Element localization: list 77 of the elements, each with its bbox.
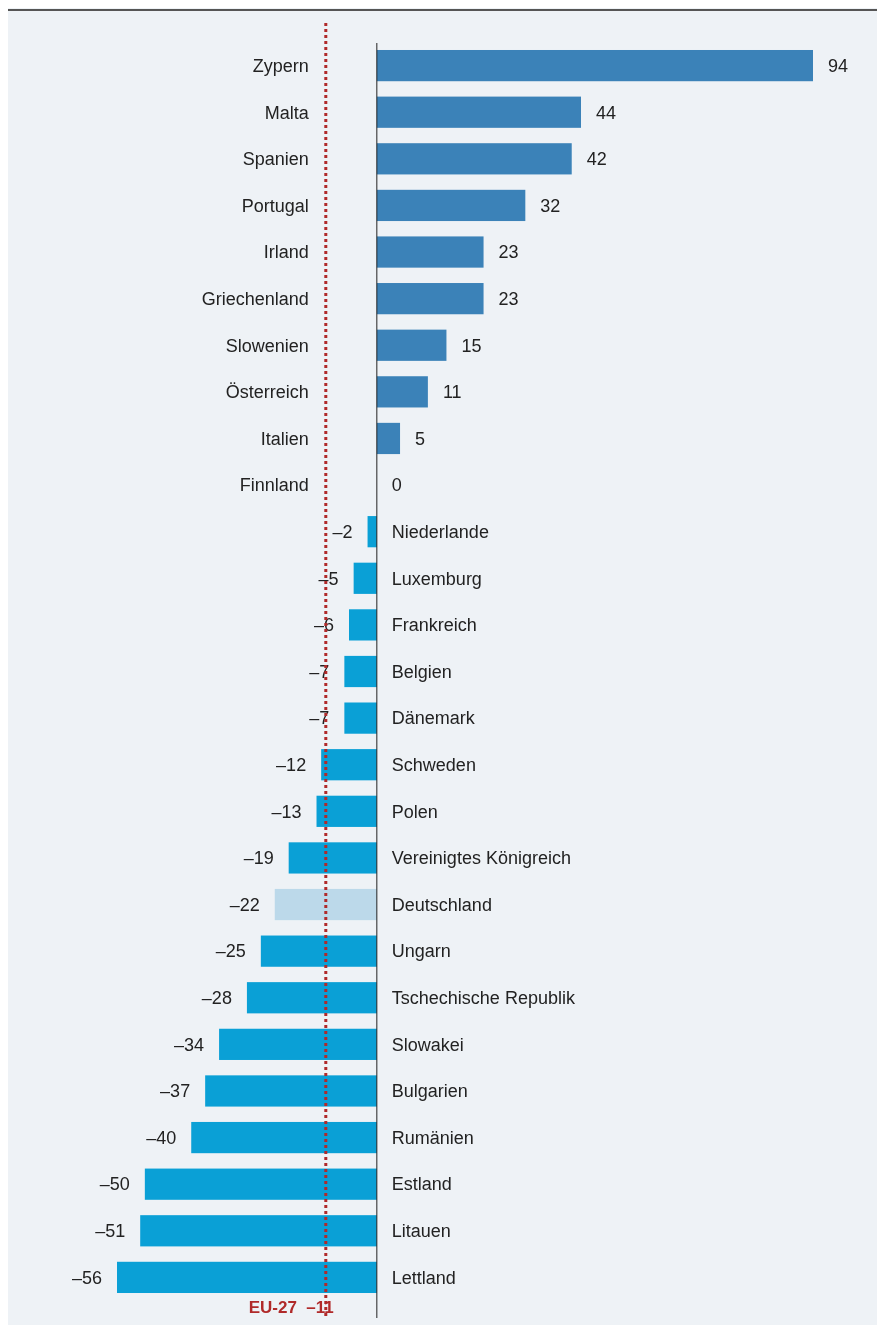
y-tick-label: Vereinigtes Königreich: [391, 848, 571, 869]
y-tick-label: Italien: [260, 428, 309, 449]
y-tick-label: Frankreich: [391, 615, 477, 636]
data-label: 5: [415, 428, 426, 449]
bar: [344, 655, 377, 688]
y-tick-label: Schweden: [391, 755, 476, 776]
bar: [376, 283, 484, 315]
y-tick-label: Dänemark: [391, 708, 476, 729]
y-tick-label: Finnland: [239, 475, 309, 496]
bar: [376, 189, 526, 222]
bar: [140, 1215, 377, 1247]
bar: [219, 1028, 377, 1060]
y-tick-label: Griechenland: [201, 288, 309, 309]
data-label: –50: [99, 1174, 130, 1195]
y-tick-label: Litauen: [391, 1221, 451, 1242]
data-label: 32: [540, 195, 561, 216]
data-label: 44: [596, 102, 617, 123]
bar: [376, 49, 813, 82]
data-label: 15: [461, 335, 482, 356]
bar: [376, 236, 484, 268]
y-tick-label: Polen: [391, 801, 438, 822]
bar: [344, 702, 377, 734]
data-label: –2: [332, 521, 353, 542]
y-tick-label: Spanien: [242, 149, 309, 170]
data-label: 0: [391, 475, 402, 496]
y-tick-label: Deutschland: [391, 894, 492, 915]
data-label: –28: [201, 988, 232, 1009]
data-label: 94: [828, 55, 849, 76]
bar: [191, 1121, 377, 1154]
y-tick-label: Estland: [391, 1174, 452, 1195]
bar: [316, 795, 377, 827]
y-tick-label: Rumänien: [391, 1127, 474, 1148]
y-tick-label: Portugal: [241, 195, 309, 216]
data-label: 23: [498, 242, 519, 263]
ref-line-label: EU-27 –11: [248, 1298, 334, 1317]
y-tick-label: Ungarn: [391, 941, 451, 962]
y-tick-label: Tschechische Republik: [391, 988, 576, 1009]
y-tick-label: Bulgarien: [391, 1081, 468, 1102]
data-label: –56: [71, 1267, 102, 1288]
y-tick-label: Irland: [263, 242, 309, 263]
bar: [353, 562, 377, 594]
bar: [376, 329, 447, 361]
bar: [260, 935, 377, 967]
data-label: 23: [498, 288, 519, 309]
data-label: 42: [586, 149, 607, 170]
bar: [376, 96, 581, 128]
y-tick-label: Belgien: [391, 661, 452, 682]
bar: [349, 609, 377, 641]
y-tick-label: Slowakei: [391, 1034, 464, 1055]
y-tick-label: Zypern: [252, 55, 309, 76]
bar: [117, 1261, 377, 1294]
data-label: –22: [229, 894, 260, 915]
bar: [246, 982, 377, 1014]
y-tick-label: Niederlande: [391, 521, 489, 542]
y-tick-label: Slowenien: [225, 335, 309, 356]
bar: [376, 376, 428, 408]
data-label: –51: [95, 1221, 126, 1242]
data-label: –40: [146, 1127, 177, 1148]
bar: [144, 1168, 377, 1200]
data-label: –37: [160, 1081, 191, 1102]
data-label: –34: [174, 1034, 205, 1055]
data-label: 11: [442, 382, 462, 403]
y-tick-label: Österreich: [225, 382, 309, 403]
data-label: –19: [243, 848, 274, 869]
bar: [376, 422, 401, 455]
data-label: –25: [215, 941, 246, 962]
data-label: –5: [318, 568, 339, 589]
bar: [274, 888, 377, 921]
y-tick-label: Lettland: [391, 1267, 456, 1288]
bar: [376, 143, 572, 175]
data-label: –13: [271, 801, 302, 822]
y-tick-label: Luxemburg: [391, 568, 482, 589]
bar: [288, 842, 377, 874]
data-label: –12: [276, 755, 307, 776]
bar: [205, 1075, 377, 1107]
y-tick-label: Malta: [264, 102, 310, 123]
bar: [321, 749, 377, 781]
